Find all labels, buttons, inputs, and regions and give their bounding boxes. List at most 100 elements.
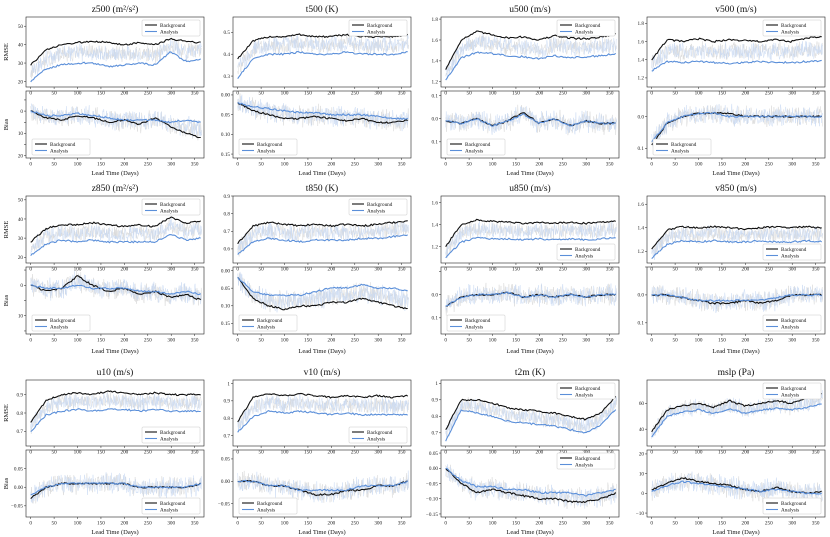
bias-ytick-label: 0.05 — [221, 457, 230, 463]
panel-t500: t500 (K) 0.3 0.4 0.5 0 50 100 150 200 250 300 350 0.… — [221, 4, 412, 177]
bias-xtick-label: 100 — [695, 162, 703, 168]
bias-daily-noise — [237, 470, 409, 503]
x-axis-label: Lead Time (Days) — [506, 170, 553, 177]
panel-title: t2m (K) — [515, 367, 545, 378]
rmse-xtick-label: 350 — [812, 450, 820, 456]
rmse-xtick-label: 0 — [444, 91, 447, 97]
rmse-series-background — [651, 36, 822, 61]
rmse-daily-noise — [445, 34, 617, 80]
bias-series-background — [30, 110, 201, 139]
rmse-xtick-label: 300 — [582, 450, 590, 456]
rmse-xtick-label: 250 — [765, 450, 773, 456]
bias-ytick-label: 10 — [18, 131, 24, 137]
legend-label-background: Background — [367, 23, 393, 29]
panel-title: u10 (m/s) — [97, 367, 134, 378]
rmse-series-analysis — [651, 239, 823, 260]
rmse-plot-area — [30, 390, 202, 435]
bias-series-background — [445, 468, 617, 504]
x-axis-label: Lead Time (Days) — [298, 529, 345, 536]
bias-ytick-label: 0.00 — [14, 485, 23, 491]
bias-xtick-label: 50 — [673, 162, 679, 168]
rmse-xtick-label: 200 — [535, 267, 543, 273]
bias-ytick-label: 10 — [18, 314, 24, 320]
bias-daily-noise — [30, 103, 202, 138]
bias-xtick-label: 250 — [144, 162, 152, 168]
bias-ytick-label: 0 — [641, 491, 644, 497]
rmse-ytick-label: 0.7 — [17, 429, 24, 435]
rmse-xtick-label: 200 — [120, 267, 128, 273]
panel-title: t500 (K) — [306, 4, 338, 15]
bias-series-analysis — [651, 111, 822, 143]
bias-plot-area — [30, 103, 202, 141]
bias-ytick-label: 0.0 — [432, 293, 439, 299]
panel-title: z500 (m²/s²) — [92, 4, 139, 15]
rmse-xtick-label: 350 — [812, 91, 820, 97]
rmse-xtick-label: 100 — [281, 267, 289, 273]
rmse-series-analysis — [237, 234, 408, 255]
bias-xtick-label: 150 — [97, 338, 105, 344]
bias-daily-noise — [445, 106, 617, 135]
legend-label-analysis: Analysis — [257, 324, 275, 330]
bias-xtick-label: 300 — [582, 338, 590, 344]
rmse-xtick-label: 200 — [535, 91, 543, 97]
rmse-xtick-label: 150 — [97, 450, 105, 456]
rmse-xtick-label: 150 — [718, 91, 726, 97]
bias-ytick-label: 0 — [20, 109, 23, 115]
panel-title: mslp (Pa) — [718, 367, 755, 378]
bias-xtick-label: 0 — [236, 162, 239, 168]
bias-xtick-label: 200 — [120, 162, 128, 168]
panel-v500: v500 (m/s) 1.2 1.4 1.6 1.8 0 50 100 150 200 250 300… — [638, 4, 826, 177]
panel-title: u850 (m/s) — [509, 183, 550, 194]
bias-xtick-label: 100 — [281, 162, 289, 168]
bias-xtick-label: 50 — [52, 338, 58, 344]
x-axis-label: Lead Time (Days) — [298, 170, 345, 177]
bias-daily-noise — [651, 284, 823, 314]
rmse-axes-frame — [440, 195, 620, 264]
rmse-xtick-label: 350 — [191, 450, 199, 456]
legend-label-analysis: Analysis — [671, 148, 689, 154]
bias-ytick-label: 0.00 — [221, 93, 230, 99]
bias-xtick-label: 100 — [695, 521, 703, 527]
rmse-ytick-label: 1.8 — [638, 21, 645, 27]
bias-ytick-label: −0.05 — [426, 481, 438, 487]
bias-xtick-label: 50 — [259, 521, 265, 527]
x-axis-label: Lead Time (Days) — [712, 170, 759, 177]
bias-ytick-label: 0.0 — [638, 293, 645, 299]
rmse-xtick-label: 350 — [398, 450, 406, 456]
bias-plot-area — [445, 282, 617, 316]
rmse-xtick-label: 250 — [144, 91, 152, 97]
rmse-xtick-label: 250 — [765, 91, 773, 97]
rmse-xtick-label: 50 — [467, 91, 473, 97]
rmse-ytick-label: 0.9 — [432, 398, 439, 404]
rmse-xtick-label: 200 — [327, 91, 335, 97]
bias-ytick-label: 0.05 — [14, 466, 23, 472]
rmse-ytick-label: 1.4 — [432, 222, 439, 228]
rmse-xtick-label: 350 — [191, 91, 199, 97]
rmse-series-background — [237, 33, 409, 60]
bias-axes-frame — [440, 266, 620, 335]
rmse-xtick-label: 150 — [718, 267, 726, 273]
bias-ytick-label: −10 — [636, 511, 645, 517]
bias-ytick-label: −0.05 — [11, 504, 23, 510]
bias-plot-area — [30, 269, 202, 306]
bias-xtick-label: 200 — [535, 338, 543, 344]
bias-xtick-label: 350 — [812, 162, 820, 168]
bias-xtick-label: 50 — [467, 521, 473, 527]
bias-xtick-label: 200 — [535, 162, 543, 168]
rmse-xtick-label: 50 — [259, 450, 265, 456]
rmse-xtick-label: 50 — [52, 267, 58, 273]
rmse-ytick-label: 1.4 — [432, 59, 439, 65]
rmse-xtick-label: 100 — [695, 450, 703, 456]
rmse-ytick-label: 30 — [18, 61, 24, 67]
rmse-series-analysis — [30, 51, 201, 83]
rmse-xtick-label: 350 — [606, 267, 614, 273]
rmse-plot-area — [651, 224, 823, 260]
rmse-plot-area — [30, 216, 202, 257]
bias-xtick-label: 200 — [741, 338, 749, 344]
